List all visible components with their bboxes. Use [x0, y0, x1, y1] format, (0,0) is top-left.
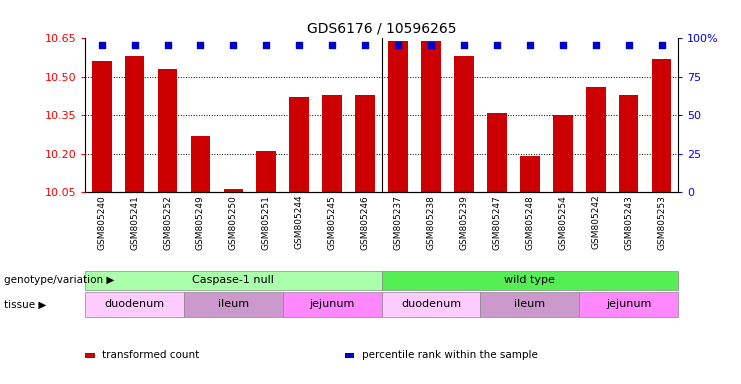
- Point: [260, 42, 272, 48]
- Text: ileum: ileum: [218, 299, 249, 310]
- Text: transformed count: transformed count: [102, 350, 199, 360]
- Bar: [224, 189, 243, 192]
- Text: wild type: wild type: [505, 275, 555, 285]
- Bar: [553, 115, 573, 192]
- Point: [96, 42, 107, 48]
- Point: [162, 42, 173, 48]
- Text: ileum: ileum: [514, 299, 545, 310]
- Point: [590, 42, 602, 48]
- Bar: [322, 95, 342, 192]
- Bar: [158, 69, 177, 192]
- Point: [656, 42, 668, 48]
- Bar: [290, 97, 309, 192]
- Bar: [388, 41, 408, 192]
- Bar: [421, 41, 441, 192]
- Bar: [355, 95, 375, 192]
- Text: jejunum: jejunum: [310, 299, 355, 310]
- Point: [524, 42, 536, 48]
- Bar: [651, 59, 671, 192]
- Point: [491, 42, 503, 48]
- Bar: [487, 113, 507, 192]
- Text: duodenum: duodenum: [401, 299, 461, 310]
- Text: Caspase-1 null: Caspase-1 null: [193, 275, 274, 285]
- Point: [359, 42, 371, 48]
- Text: genotype/variation ▶: genotype/variation ▶: [4, 275, 114, 285]
- Text: duodenum: duodenum: [104, 299, 165, 310]
- Point: [293, 42, 305, 48]
- Bar: [586, 87, 605, 192]
- Point: [392, 42, 404, 48]
- Text: tissue ▶: tissue ▶: [4, 299, 46, 310]
- Point: [458, 42, 470, 48]
- Point: [425, 42, 437, 48]
- Text: percentile rank within the sample: percentile rank within the sample: [362, 350, 537, 360]
- Title: GDS6176 / 10596265: GDS6176 / 10596265: [307, 22, 456, 36]
- Point: [227, 42, 239, 48]
- Bar: [619, 95, 639, 192]
- Point: [129, 42, 141, 48]
- Point: [195, 42, 207, 48]
- Bar: [92, 61, 112, 192]
- Point: [556, 42, 568, 48]
- Bar: [124, 56, 144, 192]
- Point: [326, 42, 338, 48]
- Bar: [256, 151, 276, 192]
- Text: jejunum: jejunum: [606, 299, 651, 310]
- Bar: [520, 156, 539, 192]
- Point: [622, 42, 634, 48]
- Bar: [454, 56, 473, 192]
- Bar: [190, 136, 210, 192]
